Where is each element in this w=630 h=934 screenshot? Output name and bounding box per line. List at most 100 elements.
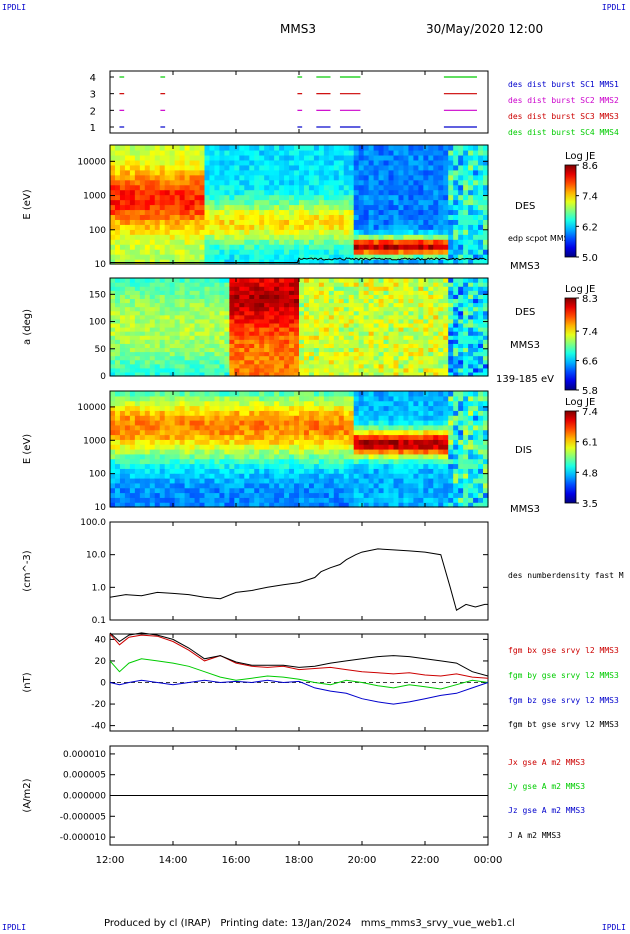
panel-3-y-tick-label: 150: [89, 290, 106, 300]
panel-3-colorbar-title: Log JE: [565, 284, 595, 295]
panel-3-colorbar-tick-label: 7.4: [582, 327, 598, 338]
burst-legend-label: des dist burst SC1 MMS1: [508, 80, 619, 89]
series-legend-label: fgm bz gse srvy l2 MMS3: [508, 696, 619, 705]
series-legend-label: fgm bt gse srvy l2 MMS3: [508, 720, 619, 729]
panel-4-y-tick-label: 100: [89, 470, 106, 480]
panel-3-colorbar-tick-label: 8.3: [582, 294, 598, 305]
panel-6-y-tick-label: -40: [91, 722, 106, 732]
burst-y-tick-label: 4: [90, 73, 96, 84]
panel-4-spacecraft-label: MMS3: [510, 504, 540, 515]
panel-3-instrument-label: DES: [515, 307, 535, 318]
panel-2-instrument-label: DES: [515, 201, 535, 212]
series-legend-label: des numberdensity fast M: [508, 571, 624, 580]
panel-6-y-tick-label: 0: [100, 679, 106, 689]
time-tick-label: 22:00: [411, 855, 440, 866]
series-legend-label: fgm bx gse srvy l2 MMS3: [508, 646, 619, 655]
series-line: [109, 679, 489, 705]
panel-2-y-tick-label: 100: [89, 226, 106, 236]
panel-2-colorbar-tick-label: 8.6: [582, 161, 598, 172]
panel-5-y-tick-label: 1.0: [92, 583, 107, 593]
page-date: 30/May/2020 12:00: [426, 22, 544, 36]
panel-6-y-tick-label: 40: [95, 635, 107, 645]
panel-7-y-axis-label: (A/m2): [22, 778, 33, 812]
scpot-trace: [110, 257, 487, 263]
panel-3-y-axis-label: a (deg): [22, 309, 33, 345]
panel-4-colorbar-tick-label: 4.8: [582, 468, 598, 479]
panel-5-y-tick-label: 10.0: [86, 551, 106, 561]
panel-2-y-tick-label: 10000: [77, 157, 106, 167]
panel-2-spectrogram: [110, 145, 489, 265]
panel-1-frame: [109, 70, 489, 134]
panel-7-y-tick-label: 0.000000: [63, 792, 106, 802]
panel-5-y-tick-label: 0.1: [92, 616, 106, 626]
panel-4-y-tick-label: 10: [95, 503, 107, 513]
panel-7-y-tick-label: -0.000005: [60, 812, 106, 822]
series-line: [109, 658, 489, 690]
panel-4-spectrogram: [110, 391, 489, 508]
time-tick-label: 12:00: [96, 855, 125, 866]
panel-3-y-tick-label: 50: [95, 345, 107, 355]
burst-y-tick-label: 1: [90, 123, 96, 134]
panel-5-y-axis-label: (cm^-3): [22, 550, 33, 591]
panel-7-y-tick-label: 0.000010: [63, 750, 106, 760]
time-tick-label: 14:00: [159, 855, 188, 866]
panel-2-colorbar-tick-label: 5.0: [582, 253, 598, 264]
footer-credits: Produced by cl (IRAP) Printing date: 13/…: [104, 918, 515, 929]
panel-3-spacecraft-label: MMS3: [510, 340, 540, 351]
burst-y-tick-label: 3: [90, 90, 96, 101]
series-line: [109, 632, 489, 677]
series-legend-label: fgm by gse srvy l2 MMS3: [508, 671, 619, 680]
corner-label-top-right: IPDLI: [601, 3, 626, 12]
corner-label-bottom-right: IPDLI: [601, 923, 626, 932]
panel-3-colorbar-tick-label: 5.8: [582, 386, 598, 397]
page-title: MMS3: [280, 22, 316, 36]
panel-5-y-tick-label: 100.0: [80, 518, 106, 528]
burst-y-tick-label: 2: [90, 106, 96, 117]
panel-2-spacecraft-label: MMS3: [510, 261, 540, 272]
panel-4-y-axis-label: E (eV): [22, 434, 33, 464]
series-legend-label: Jx gse A m2 MMS3: [508, 758, 585, 767]
time-tick-label: 00:00: [474, 855, 503, 866]
panel-6-y-tick-label: 20: [95, 657, 107, 667]
panel-6-y-axis-label: (nT): [22, 672, 33, 692]
corner-label-top-left: IPDLI: [2, 3, 27, 12]
panel-4-colorbar-tick-label: 6.1: [582, 438, 598, 449]
series-line: [109, 633, 489, 679]
panel-4-y-tick-label: 10000: [77, 403, 106, 413]
panel-2-y-tick-label: 10: [95, 260, 107, 270]
panel-6-y-tick-label: -20: [91, 700, 106, 710]
panel-3-colorbar-tick-label: 6.6: [582, 357, 598, 368]
panel-4-y-tick-label: 1000: [83, 436, 106, 446]
panel-2-overlay-label: edp scpot MMS3: [508, 234, 574, 243]
burst-legend-label: des dist burst SC2 MMS2: [508, 96, 619, 105]
panel-4-instrument-label: DIS: [515, 445, 532, 456]
panel-2-colorbar-tick-label: 7.4: [582, 192, 598, 203]
panel-3-y-tick-label: 0: [100, 372, 106, 382]
panel-2-colorbar: [564, 164, 577, 258]
panel-2-y-axis-label: E (eV): [22, 189, 33, 219]
series-legend-label: J A m2 MMS3: [508, 831, 561, 840]
time-tick-label: 20:00: [348, 855, 377, 866]
burst-legend-label: des dist burst SC3 MMS3: [508, 112, 619, 121]
series-legend-label: Jy gse A m2 MMS3: [508, 782, 585, 791]
series-legend-label: Jz gse A m2 MMS3: [508, 806, 585, 815]
time-tick-label: 18:00: [285, 855, 314, 866]
panel-4-colorbar-title: Log JE: [565, 397, 595, 408]
time-tick-label: 16:00: [222, 855, 251, 866]
panel-4-colorbar: [564, 410, 577, 504]
corner-label-bottom-left: IPDLI: [2, 923, 27, 932]
panel-2-colorbar-tick-label: 6.2: [582, 222, 598, 233]
series-line: [109, 548, 488, 611]
panel-3-spectrogram: [110, 278, 489, 377]
burst-legend-label: des dist burst SC4 MMS4: [508, 128, 619, 137]
panel-2-colorbar-title: Log JE: [565, 151, 595, 162]
panel-3-energy-label: 139-185 eV: [496, 374, 554, 385]
panel-2-y-tick-label: 1000: [83, 192, 106, 202]
panel-4-colorbar-tick-label: 7.4: [582, 407, 598, 418]
panel-7-y-tick-label: 0.000005: [63, 771, 106, 781]
panel-5-frame: [109, 521, 489, 621]
panel-7-y-tick-label: -0.000010: [60, 833, 106, 843]
panel-4-colorbar-tick-label: 3.5: [582, 499, 598, 510]
panel-3-y-tick-label: 100: [89, 318, 106, 328]
